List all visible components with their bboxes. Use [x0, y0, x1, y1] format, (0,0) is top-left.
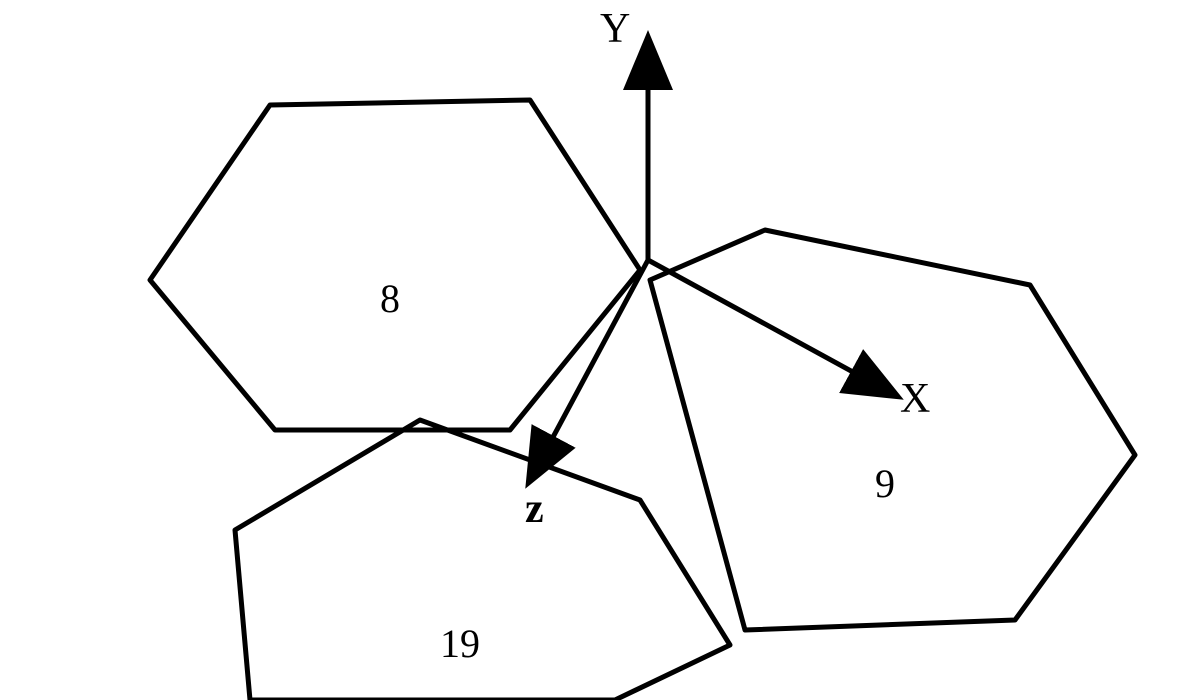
- axis-label-Y: Y: [600, 5, 630, 53]
- diagram-canvas: [0, 0, 1182, 700]
- axis-X: [648, 260, 895, 395]
- hexagon-hex19: [235, 420, 730, 700]
- hexagon-hex8: [150, 100, 640, 430]
- axis-label-X: X: [900, 375, 930, 423]
- hex-label-hex9: 9: [875, 460, 895, 507]
- hex-label-hex8: 8: [380, 275, 400, 322]
- axis-Z: [530, 260, 648, 480]
- hexagon-hex9: [650, 230, 1135, 630]
- hex-label-hex19: 19: [440, 620, 480, 667]
- axis-label-Z: z: [525, 485, 544, 533]
